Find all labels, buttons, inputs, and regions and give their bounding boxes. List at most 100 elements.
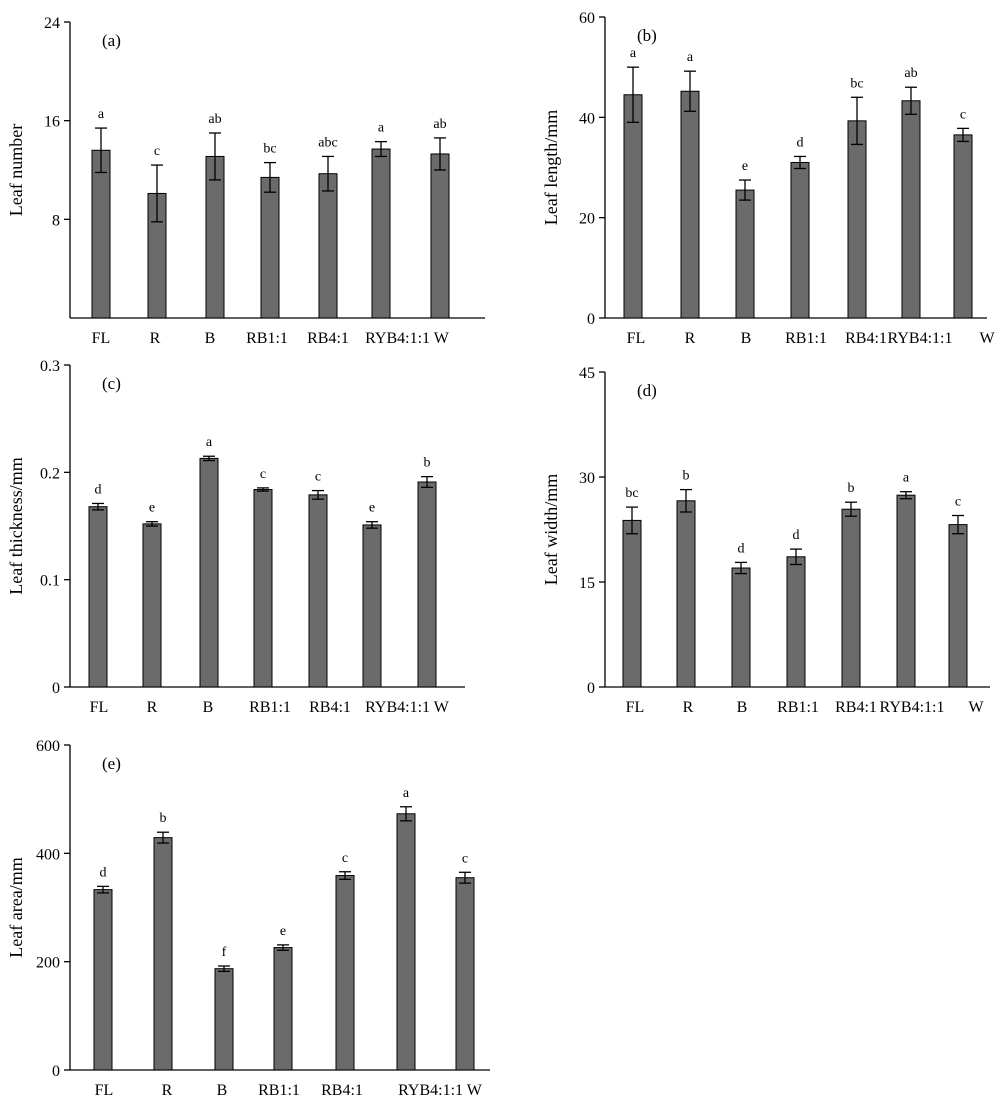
y-axis-title: Leaf number — [6, 124, 26, 216]
y-axis-title: Leaf width/mm — [541, 474, 561, 585]
bar — [396, 813, 416, 1071]
y-tick-label: 45 — [579, 365, 595, 382]
panel-label: (c) — [102, 374, 121, 393]
bar — [417, 481, 437, 688]
x-tick-label: RB4:1 — [845, 330, 887, 347]
significance-label: a — [206, 435, 213, 450]
y-tick-label: 0 — [587, 311, 595, 328]
x-tick-label: RB1:1 — [777, 699, 819, 716]
bar — [847, 120, 867, 319]
significance-label: c — [955, 495, 961, 510]
significance-label: a — [403, 786, 410, 801]
y-tick-label: 0 — [587, 680, 595, 697]
panel-label: (a) — [102, 31, 121, 50]
significance-label: ab — [208, 112, 221, 127]
x-tick-label: R — [685, 330, 696, 347]
bar — [199, 457, 219, 688]
panel-label: (e) — [102, 754, 121, 773]
x-tick-label: B — [203, 699, 214, 716]
bar — [308, 494, 328, 688]
bar — [953, 134, 973, 319]
significance-label: bc — [625, 486, 638, 501]
y-axis-title: Leaf length/mm — [541, 110, 561, 225]
x-tick-label: B — [217, 1082, 228, 1099]
y-tick-label: 600 — [36, 738, 60, 755]
bar — [318, 173, 338, 319]
significance-label: b — [424, 456, 431, 471]
significance-label: b — [160, 811, 167, 826]
significance-label: a — [98, 107, 105, 122]
y-tick-label: 15 — [579, 575, 595, 592]
x-tick-label: R — [147, 699, 158, 716]
significance-label: d — [797, 135, 804, 150]
bar — [253, 489, 273, 688]
bar — [205, 155, 225, 319]
x-tick-label: RYB4:1:1 W — [365, 699, 450, 716]
x-tick-label: FL — [626, 699, 645, 716]
x-tick-label: RB1:1 — [246, 330, 288, 347]
x-tick-label: R — [162, 1082, 173, 1099]
bar — [371, 148, 391, 319]
x-tick-label: W — [968, 699, 984, 716]
x-tick-label: R — [683, 699, 694, 716]
y-tick-label: 30 — [579, 470, 595, 487]
x-tick-label: FL — [627, 330, 646, 347]
x-tick-label: FL — [95, 1082, 114, 1099]
y-tick-label: 0 — [52, 680, 60, 697]
significance-label: d — [793, 528, 800, 543]
bar — [680, 90, 700, 319]
x-tick-label: B — [737, 699, 748, 716]
bar — [335, 875, 355, 1071]
bar — [731, 567, 751, 688]
bar — [676, 500, 696, 688]
y-tick-label: 400 — [36, 846, 60, 863]
x-tick-label: RYB4:1:1 W — [398, 1082, 483, 1099]
y-tick-label: 20 — [579, 211, 595, 228]
significance-label: e — [369, 501, 375, 516]
significance-label: d — [95, 482, 102, 497]
bar — [896, 494, 916, 688]
bar — [623, 94, 643, 319]
significance-label: e — [149, 501, 155, 516]
y-tick-label: 0 — [52, 1063, 60, 1080]
bar — [93, 889, 113, 1071]
bar — [273, 947, 293, 1071]
significance-label: c — [154, 144, 160, 159]
significance-label: a — [378, 121, 385, 136]
bar — [455, 877, 475, 1071]
x-tick-label: RB1:1 — [785, 330, 827, 347]
x-tick-label: RYB4:1:1 W — [365, 330, 450, 347]
chart-panel-d: 0 15 30 45 Leaf width/mm (d) bc b d d b a c FL R B RB1:1… — [541, 365, 990, 716]
significance-label: b — [848, 481, 855, 496]
significance-label: a — [630, 46, 637, 61]
significance-label: e — [280, 924, 286, 939]
x-tick-label: RYB4:1:1 — [880, 699, 945, 716]
panel-label: (d) — [637, 381, 657, 400]
significance-label: a — [687, 50, 694, 65]
significance-label: e — [742, 159, 748, 174]
bar — [786, 556, 806, 688]
bar — [735, 189, 755, 319]
y-axis-title: Leaf thickness/mm — [6, 457, 26, 594]
significance-label: ab — [904, 66, 917, 81]
significance-label: ab — [433, 117, 446, 132]
x-tick-label: RB1:1 — [249, 699, 291, 716]
x-tick-label: B — [741, 330, 752, 347]
bar — [430, 153, 450, 319]
bar — [841, 508, 861, 688]
y-tick-label: 16 — [44, 114, 60, 131]
bar — [901, 100, 921, 319]
y-tick-label: 0.1 — [40, 573, 60, 590]
y-tick-label: 0.3 — [40, 358, 60, 375]
y-tick-label: 200 — [36, 955, 60, 972]
x-tick-label: RYB4:1:1 — [888, 330, 953, 347]
significance-label: c — [260, 467, 266, 482]
bar — [790, 161, 810, 319]
significance-label: c — [960, 107, 966, 122]
x-tick-label: B — [205, 330, 216, 347]
bar — [142, 523, 162, 688]
bar — [362, 524, 382, 688]
y-tick-label: 0.2 — [40, 465, 60, 482]
bar — [153, 837, 173, 1071]
bar — [91, 149, 111, 319]
